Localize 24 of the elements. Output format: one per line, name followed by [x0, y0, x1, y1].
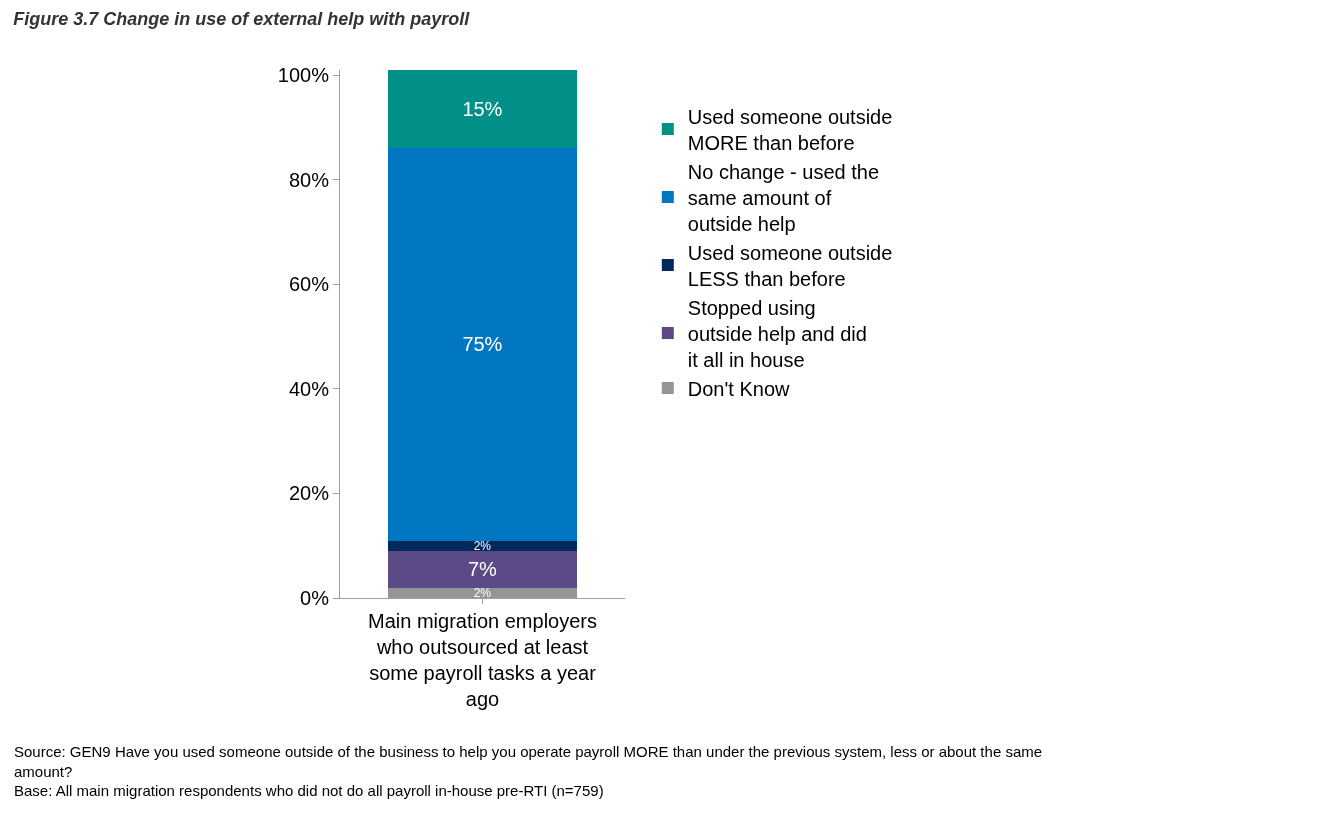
legend-label: Stopped using outside help and did it all in house — [687, 296, 867, 371]
data-label: 75% — [462, 333, 503, 356]
bar — [388, 550, 577, 588]
legend-label: No change - used the same amount of outside help — [687, 160, 880, 235]
y-tick-label: 0% — [300, 587, 330, 609]
y-tick-label: 100% — [277, 64, 330, 87]
y-tick-label: 20% — [288, 482, 330, 505]
bar — [388, 540, 577, 551]
y-tick-label: 80% — [288, 168, 330, 191]
text: Figure 3.7 Change in use of external help with payroll — [13, 9, 471, 30]
bar — [388, 148, 577, 541]
source-note: Source: GEN9 Have you used someone outside of the business to help you operate payroll MORE than under the previous system, less or about the same amount? — [14, 743, 1043, 780]
data-label: 2% — [473, 585, 492, 600]
legend-label: Used someone outside MORE than before — [687, 105, 893, 154]
y-tick-label: 40% — [288, 377, 330, 400]
legend-label: Used someone outside LESS than before — [687, 241, 893, 290]
y-tick-label: 60% — [288, 273, 330, 296]
data-label: 2% — [473, 538, 492, 553]
bar — [388, 70, 577, 149]
x-tick-label: Main migration employers who outsourced at least some payroll tasks a year ago — [368, 610, 597, 710]
text: Base: All main migration respondents who did not do all payroll in-house pre-RTI (n=759) — [14, 782, 604, 799]
data-label: 15% — [462, 98, 503, 121]
legend-label: Don't Know — [687, 377, 791, 400]
data-label: 7% — [467, 558, 498, 581]
